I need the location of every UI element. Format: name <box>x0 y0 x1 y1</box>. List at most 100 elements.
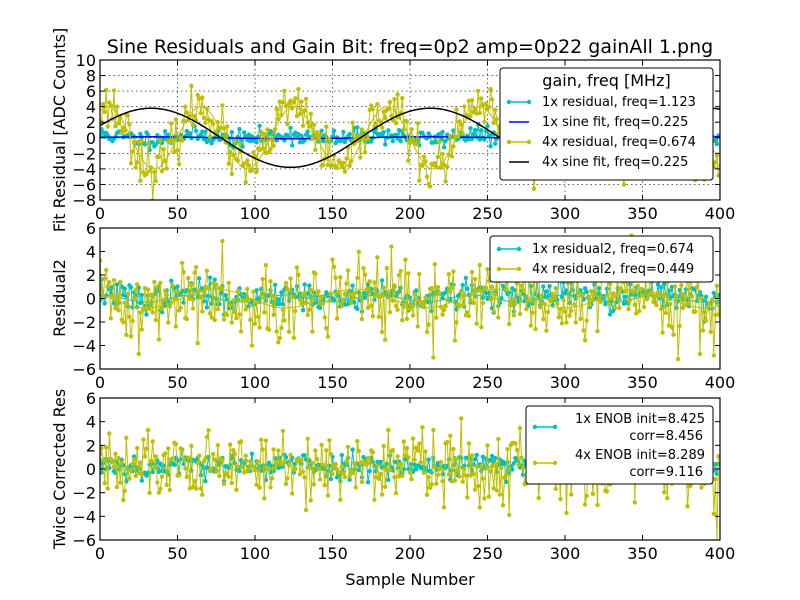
data-point <box>272 295 278 300</box>
data-point <box>423 159 428 164</box>
data-point <box>181 457 186 462</box>
data-point <box>321 162 326 168</box>
data-point <box>471 300 476 306</box>
data-point <box>420 299 425 305</box>
data-point <box>352 461 357 466</box>
data-point <box>387 310 393 315</box>
data-point <box>190 123 196 128</box>
data-point <box>333 275 338 280</box>
data-point <box>488 469 493 474</box>
data-point <box>418 460 423 465</box>
data-point <box>489 284 495 289</box>
data-point <box>596 286 602 291</box>
data-point <box>507 512 512 518</box>
series-line-4x-residual2-freq-0-449 <box>100 235 719 360</box>
data-point <box>294 113 300 119</box>
data-point <box>113 451 118 456</box>
data-point <box>468 114 473 119</box>
data-point <box>150 310 155 315</box>
data-point <box>203 129 208 134</box>
data-point <box>344 458 349 464</box>
data-point <box>398 285 403 291</box>
data-point <box>581 328 586 333</box>
data-point <box>375 463 380 468</box>
data-point <box>105 124 111 129</box>
data-point <box>209 141 214 146</box>
data-point <box>559 321 565 326</box>
data-point <box>455 468 461 474</box>
data-point <box>353 485 358 490</box>
data-point <box>197 276 202 281</box>
data-point <box>680 305 685 311</box>
data-point <box>231 298 236 303</box>
data-point <box>347 477 352 482</box>
data-point <box>251 464 256 469</box>
data-point <box>100 127 104 132</box>
data-point <box>503 479 509 485</box>
legend-marker <box>496 266 502 272</box>
legend-marker <box>506 139 512 145</box>
data-point <box>480 476 486 481</box>
data-point <box>313 147 318 153</box>
data-point <box>417 271 422 277</box>
data-point <box>582 502 588 507</box>
data-point <box>452 478 458 483</box>
data-point <box>462 104 467 109</box>
data-point <box>214 129 219 134</box>
data-point <box>359 316 365 322</box>
data-point <box>480 300 486 306</box>
data-point <box>184 110 189 115</box>
data-point <box>525 298 530 304</box>
data-point <box>716 454 720 459</box>
data-point <box>517 311 523 317</box>
data-point <box>100 295 106 301</box>
data-point <box>471 131 476 137</box>
data-point <box>200 129 205 134</box>
data-point <box>158 138 163 143</box>
data-point <box>519 455 524 460</box>
data-point <box>193 128 199 133</box>
data-point <box>632 500 637 505</box>
data-point <box>410 313 416 318</box>
data-point <box>392 283 397 288</box>
data-point <box>347 473 352 479</box>
data-point <box>710 297 715 302</box>
data-point <box>245 286 250 292</box>
data-point <box>414 142 419 147</box>
data-point <box>190 306 196 311</box>
data-point <box>414 288 419 293</box>
x-tick-label: 400 <box>705 204 736 223</box>
data-point <box>342 291 348 297</box>
data-point <box>293 96 298 101</box>
data-point <box>221 481 227 487</box>
data-point <box>700 328 706 333</box>
data-point <box>406 158 411 163</box>
data-point <box>322 315 327 320</box>
y-tick-label: 2 <box>86 266 96 285</box>
data-point <box>226 161 231 166</box>
data-point <box>255 459 261 464</box>
data-point <box>152 169 157 175</box>
data-point <box>224 471 230 476</box>
x-tick-label: 250 <box>472 204 503 223</box>
data-point <box>544 289 549 294</box>
data-point <box>122 286 128 291</box>
data-point <box>127 314 132 319</box>
data-point <box>448 134 453 139</box>
data-point <box>272 282 278 287</box>
data-point <box>412 292 417 297</box>
data-point <box>145 427 151 433</box>
data-point <box>353 290 358 295</box>
data-point <box>531 186 537 191</box>
data-point <box>637 308 642 314</box>
legend-title: gain, freq [MHz] <box>542 71 670 90</box>
data-point <box>350 447 355 452</box>
y-tick-label: 4 <box>86 413 96 432</box>
y-tick-label: 0 <box>86 129 96 148</box>
data-point <box>686 300 692 305</box>
data-point <box>242 161 247 166</box>
data-point <box>139 327 144 332</box>
data-point <box>663 310 668 316</box>
data-point <box>121 320 126 325</box>
